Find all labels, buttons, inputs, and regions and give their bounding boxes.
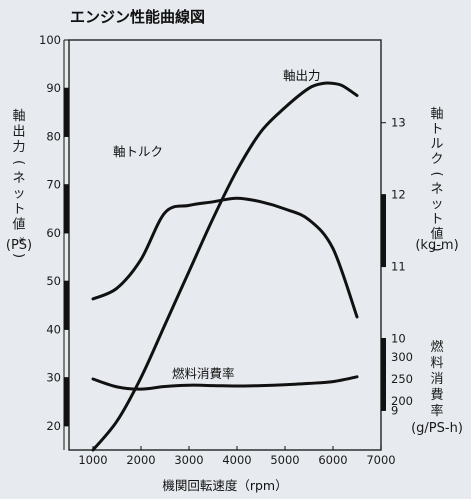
torque-axis-title-char: )	[429, 246, 444, 251]
power-axis-title-char: ッ	[12, 187, 25, 202]
fuel-tick-label: 200	[391, 394, 413, 408]
power-axis-band	[64, 88, 69, 137]
power-tick-label: 30	[46, 371, 61, 385]
power-axis-title-char: (	[11, 160, 26, 165]
power-tick-label: 90	[46, 81, 61, 95]
power-tick-label: 50	[46, 274, 61, 288]
power-axis-title-char: 軸	[12, 109, 25, 124]
torque-axis-title-char: ネ	[430, 182, 443, 197]
fuel-tick-label: 250	[391, 372, 413, 386]
torque-curve-label: 軸トルク	[113, 144, 163, 159]
torque-axis-title-char: 値	[430, 226, 443, 242]
torque-fuel-axis: 9 10 11 12 13 200 250 300	[381, 116, 413, 417]
torque-axis-title-char: (	[429, 171, 444, 176]
torque-tick-label: 9	[391, 403, 398, 417]
fuel-axis-unit: (g/PS-h)	[411, 421, 463, 436]
labels: 軸出力軸トルク燃料消費率軸出力(ネット値*)(PS)軸トルク(ネット値)(kg-…	[6, 68, 463, 436]
curves	[91, 81, 359, 452]
power-axis-band	[64, 377, 69, 426]
power-axis-unit: (PS)	[6, 238, 32, 253]
torque-axis-title-char: ク	[430, 152, 443, 167]
power-axis-title-char: 値	[12, 217, 25, 233]
power-tick-label: 20	[46, 419, 61, 433]
torque-tick-label: 11	[391, 260, 406, 274]
fuel-tick-label: 300	[391, 350, 413, 364]
x-tick-label: 4000	[222, 453, 251, 467]
fuel-curve	[91, 375, 359, 391]
power-axis-band	[64, 184, 69, 233]
chart-title: エンジン性能曲線図	[70, 8, 205, 26]
x-tick-label: 7000	[366, 453, 395, 467]
power-curve	[91, 81, 359, 452]
torque-axis-title-char: ル	[430, 137, 443, 152]
fuel-axis-title-char: 料	[430, 356, 443, 371]
fuel-axis-band	[381, 357, 386, 379]
torque-axis-unit: (kg-m)	[415, 238, 458, 253]
fuel-curve-label: 燃料消費率	[172, 366, 235, 381]
torque-axis-title-char: 軸	[430, 107, 443, 122]
fuel-axis-title-char: 費	[430, 388, 443, 403]
power-curve-label: 軸出力	[283, 68, 321, 83]
power-axis-title-char: )	[11, 253, 26, 258]
power-axis-title-char: ネ	[12, 171, 25, 186]
power-axis-title-char: 力	[12, 140, 25, 155]
power-axis-title-char: ト	[12, 202, 25, 217]
power-tick-label: 60	[46, 226, 61, 240]
torque-tick-label: 12	[391, 188, 406, 202]
power-tick-label: 70	[46, 178, 61, 192]
fuel-axis-title-char: 燃	[430, 339, 443, 355]
power-tick-label: 100	[39, 33, 61, 47]
power-tick-label: 40	[46, 322, 61, 336]
torque-axis-band	[381, 194, 386, 267]
x-tick-label: 6000	[318, 453, 347, 467]
fuel-axis-title-char: 率	[430, 403, 443, 419]
x-axis-label: 機関回転速度（rpm）	[162, 478, 287, 493]
x-tick-label: 3000	[174, 453, 203, 467]
power-tick-label: 80	[46, 129, 61, 143]
torque-tick-label: 13	[391, 116, 406, 130]
power-axis: 20 30 40 50 60 70 80 90 100	[39, 33, 69, 450]
plot-frame	[68, 39, 382, 451]
fuel-axis-title: 燃料消費率	[430, 339, 443, 419]
torque-axis-title-char: ッ	[430, 197, 443, 212]
torque-axis-title-char: ト	[430, 212, 443, 227]
power-axis-title-char: *	[11, 237, 26, 244]
fuel-axis-title-char: 消	[430, 372, 443, 387]
torque-axis-title-char: ト	[430, 122, 443, 137]
x-tick-label: 2000	[126, 453, 155, 467]
x-tick-label: 5000	[270, 453, 299, 467]
x-axis: 1000 2000 3000 4000 5000 6000 7000 機関回転速度（rpm）	[78, 446, 396, 493]
power-axis-title-char: 出	[12, 125, 25, 140]
torque-curve	[91, 196, 359, 319]
power-axis-band	[64, 281, 69, 330]
x-tick-label: 1000	[78, 453, 107, 467]
torque-tick-label: 10	[391, 332, 406, 346]
